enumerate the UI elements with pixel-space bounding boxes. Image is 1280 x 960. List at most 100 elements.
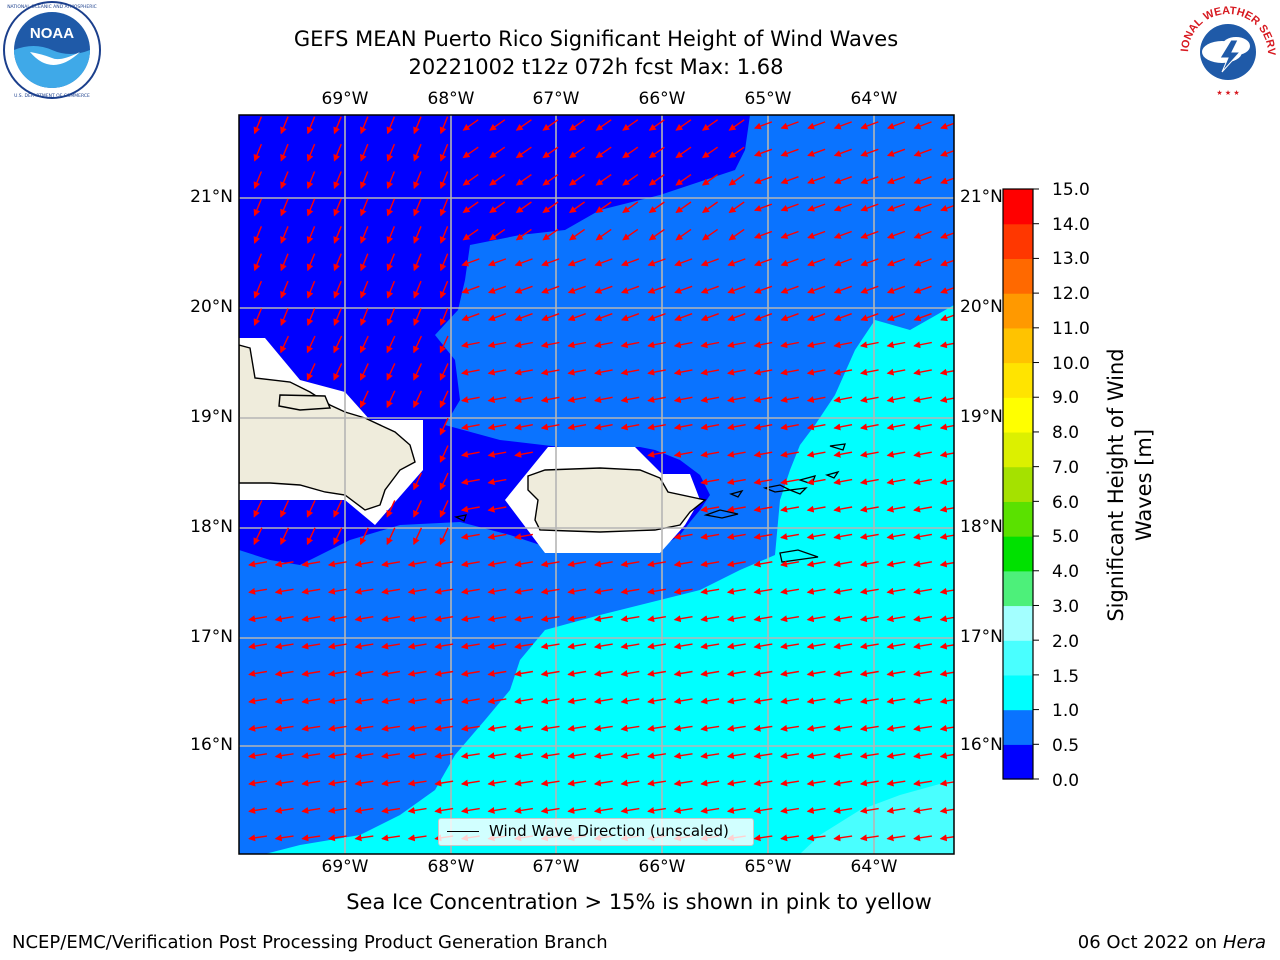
wind-wave-arrow: [460, 505, 480, 513]
wind-wave-arrow: [515, 146, 532, 159]
wind-wave-arrow: [806, 807, 826, 814]
wind-wave-arrow: [333, 335, 343, 354]
wind-wave-arrow: [327, 587, 347, 595]
wind-wave-arrow: [886, 807, 906, 814]
wind-wave-arrow: [700, 478, 720, 486]
wind-wave-arrow: [833, 258, 852, 267]
wind-wave-arrow: [354, 642, 374, 650]
wind-wave-arrow: [333, 171, 342, 190]
wind-wave-arrow: [327, 807, 347, 814]
wind-wave-arrow: [780, 258, 799, 267]
wind-wave-arrow: [407, 834, 427, 842]
lon-label-top-69w: 69°W: [321, 89, 369, 109]
wind-wave-arrow: [413, 390, 423, 409]
wind-wave-arrow: [460, 560, 480, 568]
wind-wave-arrow: [807, 285, 826, 294]
wind-wave-arrow: [327, 724, 347, 732]
wind-wave-arrow: [439, 171, 449, 190]
lat-label-left-21n: 21°N: [190, 187, 233, 207]
wind-wave-arrow: [253, 116, 263, 135]
wind-wave-arrow: [461, 313, 480, 322]
wind-wave-arrow: [514, 423, 533, 431]
wind-wave-arrow: [301, 697, 321, 705]
wind-wave-arrow: [886, 533, 906, 540]
wind-wave-arrow: [913, 450, 932, 458]
map-frame: [238, 114, 955, 855]
wind-wave-arrow: [807, 203, 826, 212]
chart-subtitle: 20221002 t12z 072h fcst Max: 1.68: [408, 55, 784, 79]
wind-wave-arrow: [567, 313, 586, 322]
wind-wave-arrow: [648, 146, 665, 159]
wind-wave-arrow: [514, 258, 533, 267]
wind-wave-arrow: [567, 560, 587, 568]
wind-wave-arrow: [253, 171, 263, 190]
wind-wave-arrow: [647, 642, 667, 650]
wind-wave-arrow: [487, 423, 507, 431]
wind-wave-arrow: [780, 670, 800, 677]
wind-wave-arrow: [753, 230, 773, 239]
wind-wave-arrow: [540, 615, 560, 623]
wind-wave-arrow: [700, 423, 720, 431]
wind-wave-arrow: [274, 642, 294, 650]
wind-wave-arrow: [487, 533, 507, 540]
wind-wave-arrow: [354, 560, 374, 568]
wind-wave-arrow: [886, 752, 906, 760]
wind-wave-arrow: [333, 143, 342, 162]
wind-wave-arrow: [913, 121, 932, 130]
wind-wave-arrow: [886, 615, 906, 623]
wind-wave-arrow: [780, 724, 800, 732]
wind-wave-arrow: [913, 670, 933, 677]
wind-wave-arrow: [354, 670, 374, 677]
lat-label-left-18n: 18°N: [190, 517, 233, 537]
colorbar-tick: 8.0: [1052, 423, 1080, 443]
wind-wave-arrow: [939, 779, 954, 787]
wind-wave-arrow: [833, 615, 853, 623]
wind-wave-arrow: [413, 363, 423, 381]
wind-wave-arrow: [514, 807, 534, 814]
wind-wave-arrow: [647, 368, 666, 376]
wind-wave-arrow: [913, 697, 933, 705]
colorbar-swatch: [1003, 501, 1033, 537]
wind-wave-arrow: [567, 724, 587, 732]
colorbar-tick: 5.0: [1052, 527, 1080, 547]
wind-wave-arrow: [753, 285, 773, 294]
lat-label-right-18n: 18°N: [960, 517, 1003, 537]
wind-wave-arrow: [886, 176, 906, 185]
wind-wave-arrow: [728, 146, 745, 159]
colorbar-swatch: [1003, 327, 1033, 364]
wind-wave-arrow: [886, 341, 906, 349]
wind-wave-arrow: [860, 313, 879, 322]
wind-wave-arrow: [439, 417, 449, 436]
wind-wave-arrow: [860, 285, 879, 294]
wind-wave-arrow: [833, 670, 853, 677]
wind-wave-arrow: [434, 807, 454, 814]
wind-wave-arrow: [407, 560, 427, 568]
wind-wave-arrow: [859, 533, 879, 540]
wind-wave-arrow: [753, 807, 773, 814]
wind-wave-arrow: [939, 560, 954, 568]
lon-label-top-64w: 64°W: [850, 89, 898, 109]
wind-wave-arrow: [274, 724, 294, 732]
wind-wave-arrow: [434, 615, 454, 623]
wind-wave-arrow: [487, 587, 507, 595]
colorbar-tick: 7.0: [1052, 458, 1080, 478]
wind-wave-arrow: [434, 752, 454, 760]
wind-wave-arrow: [413, 226, 422, 244]
svg-text:U.S. DEPARTMENT OF COMMERCE: U.S. DEPARTMENT OF COMMERCE: [14, 93, 90, 99]
wind-wave-arrow: [439, 116, 449, 135]
wind-wave-arrow: [833, 587, 853, 595]
wind-wave-arrow: [439, 226, 449, 244]
wind-wave-arrow: [726, 505, 746, 513]
wind-wave-arrow: [248, 807, 268, 814]
footer-host: Hera: [1222, 932, 1266, 953]
wind-wave-arrow: [913, 505, 933, 513]
wind-wave-arrow: [780, 176, 799, 185]
lon-label-top-66w: 66°W: [638, 89, 686, 109]
wind-wave-arrow: [700, 560, 720, 568]
wind-wave-arrow: [833, 341, 853, 349]
wind-wave-arrow: [514, 285, 533, 294]
wind-wave-arrow: [913, 533, 933, 540]
svg-text:NATIONAL OCEANIC AND ATMOSPHER: NATIONAL OCEANIC AND ATMOSPHERIC: [7, 4, 97, 10]
wind-wave-arrow: [648, 119, 665, 131]
wind-wave-arrow: [806, 368, 826, 376]
